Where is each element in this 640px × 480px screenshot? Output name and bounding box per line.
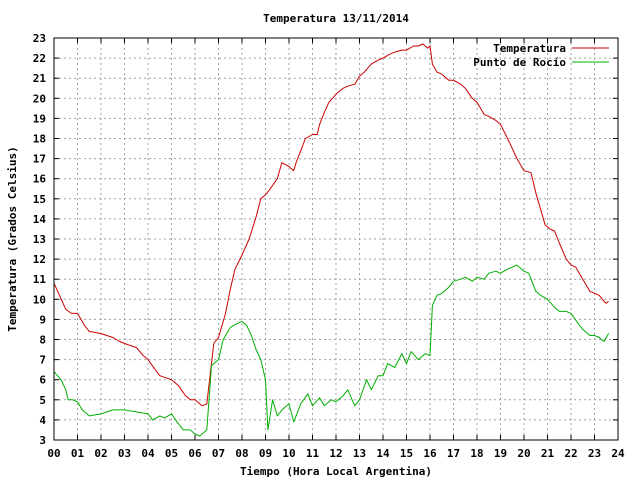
legend-label-0: Temperatura xyxy=(493,42,566,55)
y-tick-label: 14 xyxy=(33,213,47,226)
x-tick-label: 19 xyxy=(494,447,507,460)
y-tick-label: 4 xyxy=(39,414,46,427)
x-tick-label: 08 xyxy=(235,447,248,460)
y-tick-label: 5 xyxy=(39,394,46,407)
series-lines xyxy=(53,43,610,437)
y-tick-label: 9 xyxy=(39,313,46,326)
y-tick-label: 19 xyxy=(33,112,46,125)
y-tick-label: 20 xyxy=(33,92,46,105)
x-tick-label: 15 xyxy=(400,447,413,460)
x-tick-label: 11 xyxy=(306,447,320,460)
x-tick-label: 04 xyxy=(141,447,155,460)
x-tick-label: 09 xyxy=(259,447,272,460)
x-tick-label: 20 xyxy=(517,447,530,460)
y-tick-labels: 3 4 5 6 7 8 9 10 11 12 13 14 15 16 17 18 19 20 21 22 23 xyxy=(33,32,47,447)
y-tick-label: 16 xyxy=(33,173,47,186)
x-tick-label: 12 xyxy=(329,447,342,460)
x-tick-label: 23 xyxy=(588,447,601,460)
x-tick-label: 24 xyxy=(611,447,625,460)
x-tick-label: 16 xyxy=(423,447,437,460)
x-tick-label: 00 xyxy=(47,447,60,460)
y-tick-label: 3 xyxy=(39,434,46,447)
x-tick-label: 06 xyxy=(188,447,202,460)
x-tick-label: 22 xyxy=(564,447,577,460)
y-tick-label: 10 xyxy=(33,293,46,306)
y-tick-label: 21 xyxy=(33,72,47,85)
y-tick-label: 22 xyxy=(33,52,46,65)
axis-ticks xyxy=(53,37,619,441)
y-tick-label: 8 xyxy=(39,334,46,347)
y-tick-label: 6 xyxy=(39,374,46,387)
series-line-0 xyxy=(53,43,609,407)
x-tick-label: 02 xyxy=(94,447,107,460)
x-tick-label: 13 xyxy=(353,447,366,460)
series-line-1 xyxy=(53,264,610,437)
x-tick-label: 01 xyxy=(71,447,85,460)
y-axis-label: Temperatura (Grados Celsius) xyxy=(6,146,19,331)
y-tick-label: 11 xyxy=(33,273,47,286)
x-tick-label: 21 xyxy=(541,447,555,460)
x-tick-label: 05 xyxy=(165,447,178,460)
x-tick-label: 14 xyxy=(376,447,390,460)
x-tick-label: 18 xyxy=(470,447,483,460)
grid xyxy=(54,38,618,440)
chart-title: Temperatura 13/11/2014 xyxy=(263,12,409,25)
x-tick-label: 03 xyxy=(118,447,131,460)
x-tick-labels: 00 01 02 03 04 05 06 07 08 09 10 11 12 13 14 15 16 17 18 19… xyxy=(47,447,625,460)
y-tick-label: 7 xyxy=(39,354,46,367)
y-tick-label: 18 xyxy=(33,133,46,146)
y-tick-label: 15 xyxy=(33,193,46,206)
y-tick-label: 17 xyxy=(33,153,46,166)
x-tick-label: 17 xyxy=(447,447,460,460)
y-tick-label: 13 xyxy=(33,233,46,246)
y-tick-label: 23 xyxy=(33,32,46,45)
legend-label-1: Punto de Rocío xyxy=(473,56,566,69)
x-tick-label: 10 xyxy=(282,447,295,460)
y-tick-label: 12 xyxy=(33,253,46,266)
x-tick-label: 07 xyxy=(212,447,225,460)
x-axis-label: Tiempo (Hora Local Argentina) xyxy=(240,465,432,478)
